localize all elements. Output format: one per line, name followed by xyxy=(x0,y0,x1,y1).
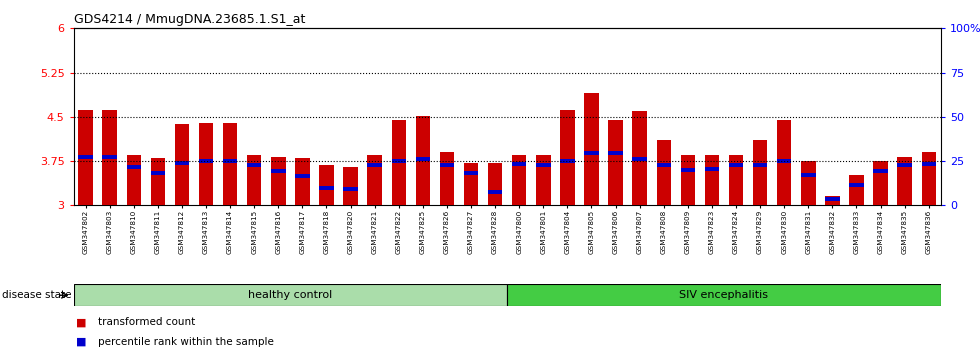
Bar xyxy=(801,161,815,205)
Bar xyxy=(368,155,382,205)
Bar xyxy=(536,155,551,205)
Bar xyxy=(850,175,863,205)
Bar xyxy=(584,152,599,155)
Bar xyxy=(102,155,117,159)
Text: GDS4214 / MmugDNA.23685.1.S1_at: GDS4214 / MmugDNA.23685.1.S1_at xyxy=(74,13,305,26)
Bar xyxy=(705,167,719,171)
Bar xyxy=(247,155,262,205)
Bar xyxy=(151,158,165,205)
Bar xyxy=(151,171,165,175)
Bar xyxy=(921,152,936,205)
Bar xyxy=(512,162,526,166)
Text: ■: ■ xyxy=(76,318,87,327)
Bar xyxy=(319,185,333,190)
Bar xyxy=(392,159,406,163)
Text: percentile rank within the sample: percentile rank within the sample xyxy=(98,337,273,347)
Bar xyxy=(873,169,888,173)
Bar xyxy=(898,163,912,167)
Bar xyxy=(74,284,508,306)
Bar xyxy=(271,157,285,205)
Bar xyxy=(777,159,792,163)
Bar xyxy=(609,120,623,205)
Bar xyxy=(512,155,526,205)
Bar xyxy=(416,116,430,205)
Bar xyxy=(705,155,719,205)
Bar xyxy=(174,161,189,165)
Bar xyxy=(174,124,189,205)
Bar xyxy=(464,163,478,205)
Bar xyxy=(632,111,647,205)
Bar xyxy=(368,163,382,167)
Bar xyxy=(416,157,430,161)
Bar xyxy=(343,187,358,191)
Bar xyxy=(898,157,912,205)
Bar xyxy=(777,120,792,205)
Bar xyxy=(271,169,285,173)
Bar xyxy=(488,163,503,205)
Bar xyxy=(199,123,214,205)
Bar xyxy=(873,161,888,205)
Bar xyxy=(680,155,695,205)
Bar xyxy=(295,158,310,205)
Text: transformed count: transformed count xyxy=(98,318,195,327)
Bar xyxy=(295,174,310,178)
Text: disease state: disease state xyxy=(2,290,72,300)
Bar xyxy=(801,173,815,177)
Text: ■: ■ xyxy=(76,337,87,347)
Bar xyxy=(222,159,237,163)
Bar xyxy=(729,163,743,167)
Bar xyxy=(247,163,262,167)
Text: SIV encephalitis: SIV encephalitis xyxy=(679,290,768,300)
Bar xyxy=(753,163,767,167)
Bar xyxy=(680,168,695,172)
Bar xyxy=(825,196,840,205)
Bar xyxy=(561,110,574,205)
Bar xyxy=(657,163,671,167)
Bar xyxy=(488,190,503,194)
Bar xyxy=(343,167,358,205)
Bar xyxy=(440,163,454,167)
Bar xyxy=(199,159,214,163)
Bar xyxy=(222,123,237,205)
Bar xyxy=(632,157,647,161)
Bar xyxy=(508,284,941,306)
Bar xyxy=(126,155,141,205)
Bar xyxy=(392,120,406,205)
Bar xyxy=(609,152,623,155)
Bar xyxy=(561,159,574,163)
Bar xyxy=(657,141,671,205)
Bar xyxy=(921,162,936,166)
Bar xyxy=(753,141,767,205)
Bar xyxy=(729,155,743,205)
Bar xyxy=(126,165,141,169)
Bar xyxy=(464,171,478,175)
Bar xyxy=(440,152,454,205)
Bar xyxy=(850,183,863,187)
Bar xyxy=(584,93,599,205)
Text: healthy control: healthy control xyxy=(248,290,332,300)
Bar xyxy=(825,198,840,201)
Bar xyxy=(319,165,333,205)
Bar xyxy=(78,155,93,159)
Bar xyxy=(536,163,551,167)
Bar xyxy=(102,110,117,205)
Bar xyxy=(78,110,93,205)
